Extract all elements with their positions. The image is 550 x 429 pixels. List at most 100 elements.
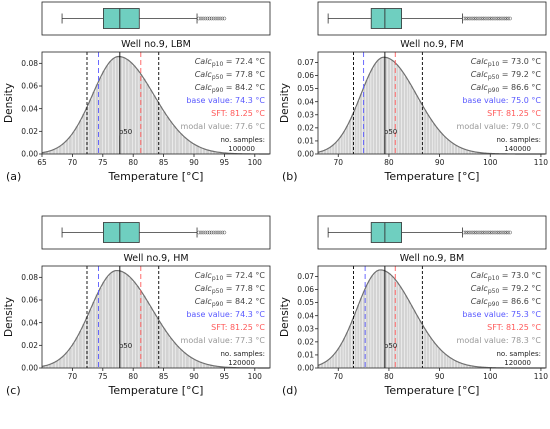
calc-symbol: Calc (471, 83, 489, 92)
histogram-bar (165, 116, 170, 155)
histogram-bar (401, 290, 405, 369)
kde-curve (41, 269, 270, 369)
flier-point (492, 16, 496, 21)
flier-point (495, 16, 500, 21)
histogram-bar (354, 107, 358, 155)
histogram-bar (105, 276, 110, 369)
flier-point (463, 230, 468, 235)
kde-curve (41, 55, 270, 155)
flier-point (504, 16, 509, 21)
calc-subscript: p90 (488, 301, 500, 308)
x-tick-label: 95 (220, 158, 230, 167)
base-value-text: base value: 75.3 °C (462, 310, 541, 319)
histogram-bar (340, 342, 344, 369)
panel-letter: (d) (282, 384, 298, 397)
flier-point (476, 16, 480, 21)
x-tick-label: 100 (248, 372, 263, 381)
histogram-bar (406, 80, 411, 155)
flier-point (479, 230, 484, 235)
y-tick-label: 0.06 (21, 296, 38, 305)
x-tick-label: 90 (189, 372, 199, 381)
x-tick-label: 100 (483, 372, 498, 381)
flier-point (197, 230, 201, 235)
histogram-bar (429, 118, 433, 155)
flier-point (220, 230, 225, 235)
y-tick-label: 0.04 (21, 104, 38, 113)
y-tick-label: 0.00 (21, 150, 38, 159)
histogram-bar (418, 319, 422, 369)
flier-point (481, 230, 486, 235)
flier-point (201, 230, 205, 235)
x-tick-label: 95 (220, 372, 230, 381)
histogram-bar (390, 59, 394, 155)
histogram-bar (395, 282, 400, 369)
histogram-bar (404, 76, 408, 155)
histogram-bar (370, 68, 374, 155)
flier-point (467, 16, 472, 21)
histogram-bar (188, 357, 193, 369)
y-axis-label: Density (279, 297, 291, 337)
calc-symbol: Calc (195, 70, 213, 79)
flier-point (211, 230, 216, 235)
y-axis-label: Density (279, 83, 291, 123)
sft-text: SFT: 81.25 °C (487, 109, 541, 118)
calc-symbol: Calc (195, 83, 213, 92)
y-tick-label: 0.05 (297, 298, 314, 307)
calc-symbol: Calc (471, 297, 489, 306)
boxplot-frame (317, 1, 547, 36)
calc-p10-text: Calcp10 = 73.0 °C (471, 271, 542, 282)
histogram-bar (135, 69, 140, 155)
flier-point (222, 230, 227, 235)
histogram-bar (142, 78, 146, 155)
y-tick-label: 0.07 (297, 272, 314, 281)
flier-point (499, 16, 504, 21)
histogram-bar (148, 306, 153, 369)
y-tick-label: 0.02 (297, 123, 314, 132)
histogram-bar (148, 89, 153, 155)
boxplot-frame (41, 1, 271, 36)
histogram-bar (168, 337, 173, 369)
calc-p10-text: Calcp10 = 72.4 °C (195, 57, 266, 68)
y-tick-label: 0.00 (21, 364, 38, 373)
histogram-bar (331, 354, 335, 369)
histogram-bar (359, 93, 363, 155)
histogram-bar (401, 72, 405, 155)
histogram-bar (423, 109, 427, 155)
calc-subscript: p10 (212, 275, 224, 282)
flier-point (203, 16, 208, 21)
y-tick-label: 0.04 (297, 311, 314, 320)
flier-point (501, 16, 505, 21)
y-tick-label: 0.04 (21, 318, 38, 327)
panel-a: Well no.9, LBM 65 70 75 80 85 90 95 100 0.00 0.02 0… (3, 1, 271, 183)
axes-frame (317, 265, 547, 369)
histogram-bar (423, 329, 427, 369)
y-tick-label: 0.02 (21, 127, 38, 136)
x-tick-label: 75 (98, 158, 108, 167)
panel-title: Well no.9, LBM (121, 39, 191, 50)
histogram-bar (412, 309, 416, 369)
flier-point (467, 230, 472, 235)
flier-point (472, 16, 477, 21)
x-tick-label: 65 (37, 158, 47, 167)
axes-frame (317, 51, 547, 155)
histogram-bar (454, 144, 458, 155)
calc-symbol: Calc (471, 271, 489, 280)
calc-subscript: p50 (212, 74, 224, 81)
flier-point (220, 16, 225, 21)
flier-point (472, 230, 477, 235)
samples-value: 120000 (504, 359, 531, 367)
histogram-bar (434, 126, 439, 155)
flier-point (463, 16, 468, 21)
calc-value: = 86.6 °C (499, 297, 541, 306)
calc-p50-text: Calcp50 = 77.8 °C (195, 70, 266, 81)
calc-value: = 72.4 °C (223, 271, 265, 280)
histogram-bar (172, 125, 176, 155)
histogram-bar (418, 100, 422, 155)
histogram-bar (132, 281, 136, 369)
box-iqr (103, 222, 140, 243)
samples-label: no. samples: (220, 136, 265, 144)
x-tick-label: 90 (189, 158, 199, 167)
histogram-bar (437, 347, 441, 369)
histogram-bar (185, 139, 190, 155)
